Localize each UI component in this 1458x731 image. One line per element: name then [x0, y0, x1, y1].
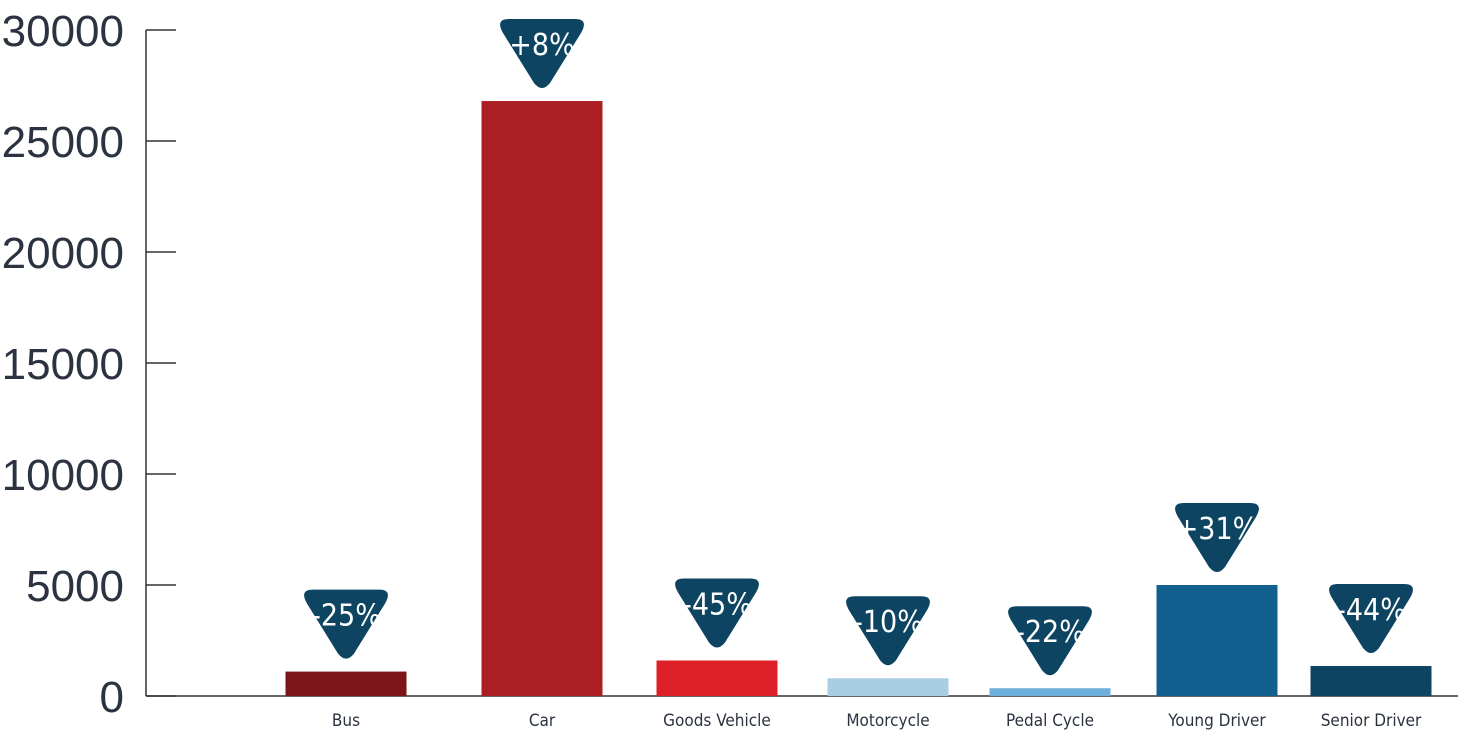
y-axis-ticks: 0 5000 10000 15000 20000 25000 30000	[2, 7, 176, 722]
bar	[482, 101, 603, 696]
x-category-label: Young Driver	[1167, 711, 1266, 731]
y-tick-label: 0	[100, 673, 124, 722]
x-category-label: Motorcycle	[846, 711, 929, 731]
change-badge-label: -44%	[1336, 593, 1406, 628]
bar	[990, 688, 1111, 696]
x-category-label: Bus	[332, 711, 360, 731]
change-badge-label: +8%	[509, 28, 574, 63]
x-category-label: Pedal Cycle	[1006, 711, 1094, 731]
bar	[828, 678, 949, 696]
bar	[286, 672, 407, 696]
change-badge-label: +31%	[1176, 512, 1259, 547]
change-badges: -25% +8% -45% -10% -22% +31% -44%	[304, 19, 1413, 675]
change-badge-label: -25%	[311, 599, 381, 634]
bar	[657, 660, 778, 696]
y-tick-label: 5000	[26, 562, 124, 611]
change-badge-label: -45%	[682, 587, 752, 622]
change-badge-label: -10%	[853, 605, 923, 640]
x-category-label: Goods Vehicle	[663, 711, 771, 731]
bar	[1311, 666, 1432, 696]
x-category-label: Car	[529, 711, 556, 731]
y-tick-label: 10000	[2, 451, 124, 500]
y-tick-label: 15000	[2, 340, 124, 389]
x-category-label: Senior Driver	[1321, 711, 1422, 731]
category-labels: Bus Car Goods Vehicle Motorcycle Pedal Cycle…	[332, 711, 1422, 731]
bar	[1157, 585, 1278, 696]
y-tick-label: 25000	[2, 118, 124, 167]
y-tick-label: 20000	[2, 229, 124, 278]
y-tick-label: 30000	[2, 7, 124, 56]
change-badge-label: -22%	[1015, 615, 1085, 650]
